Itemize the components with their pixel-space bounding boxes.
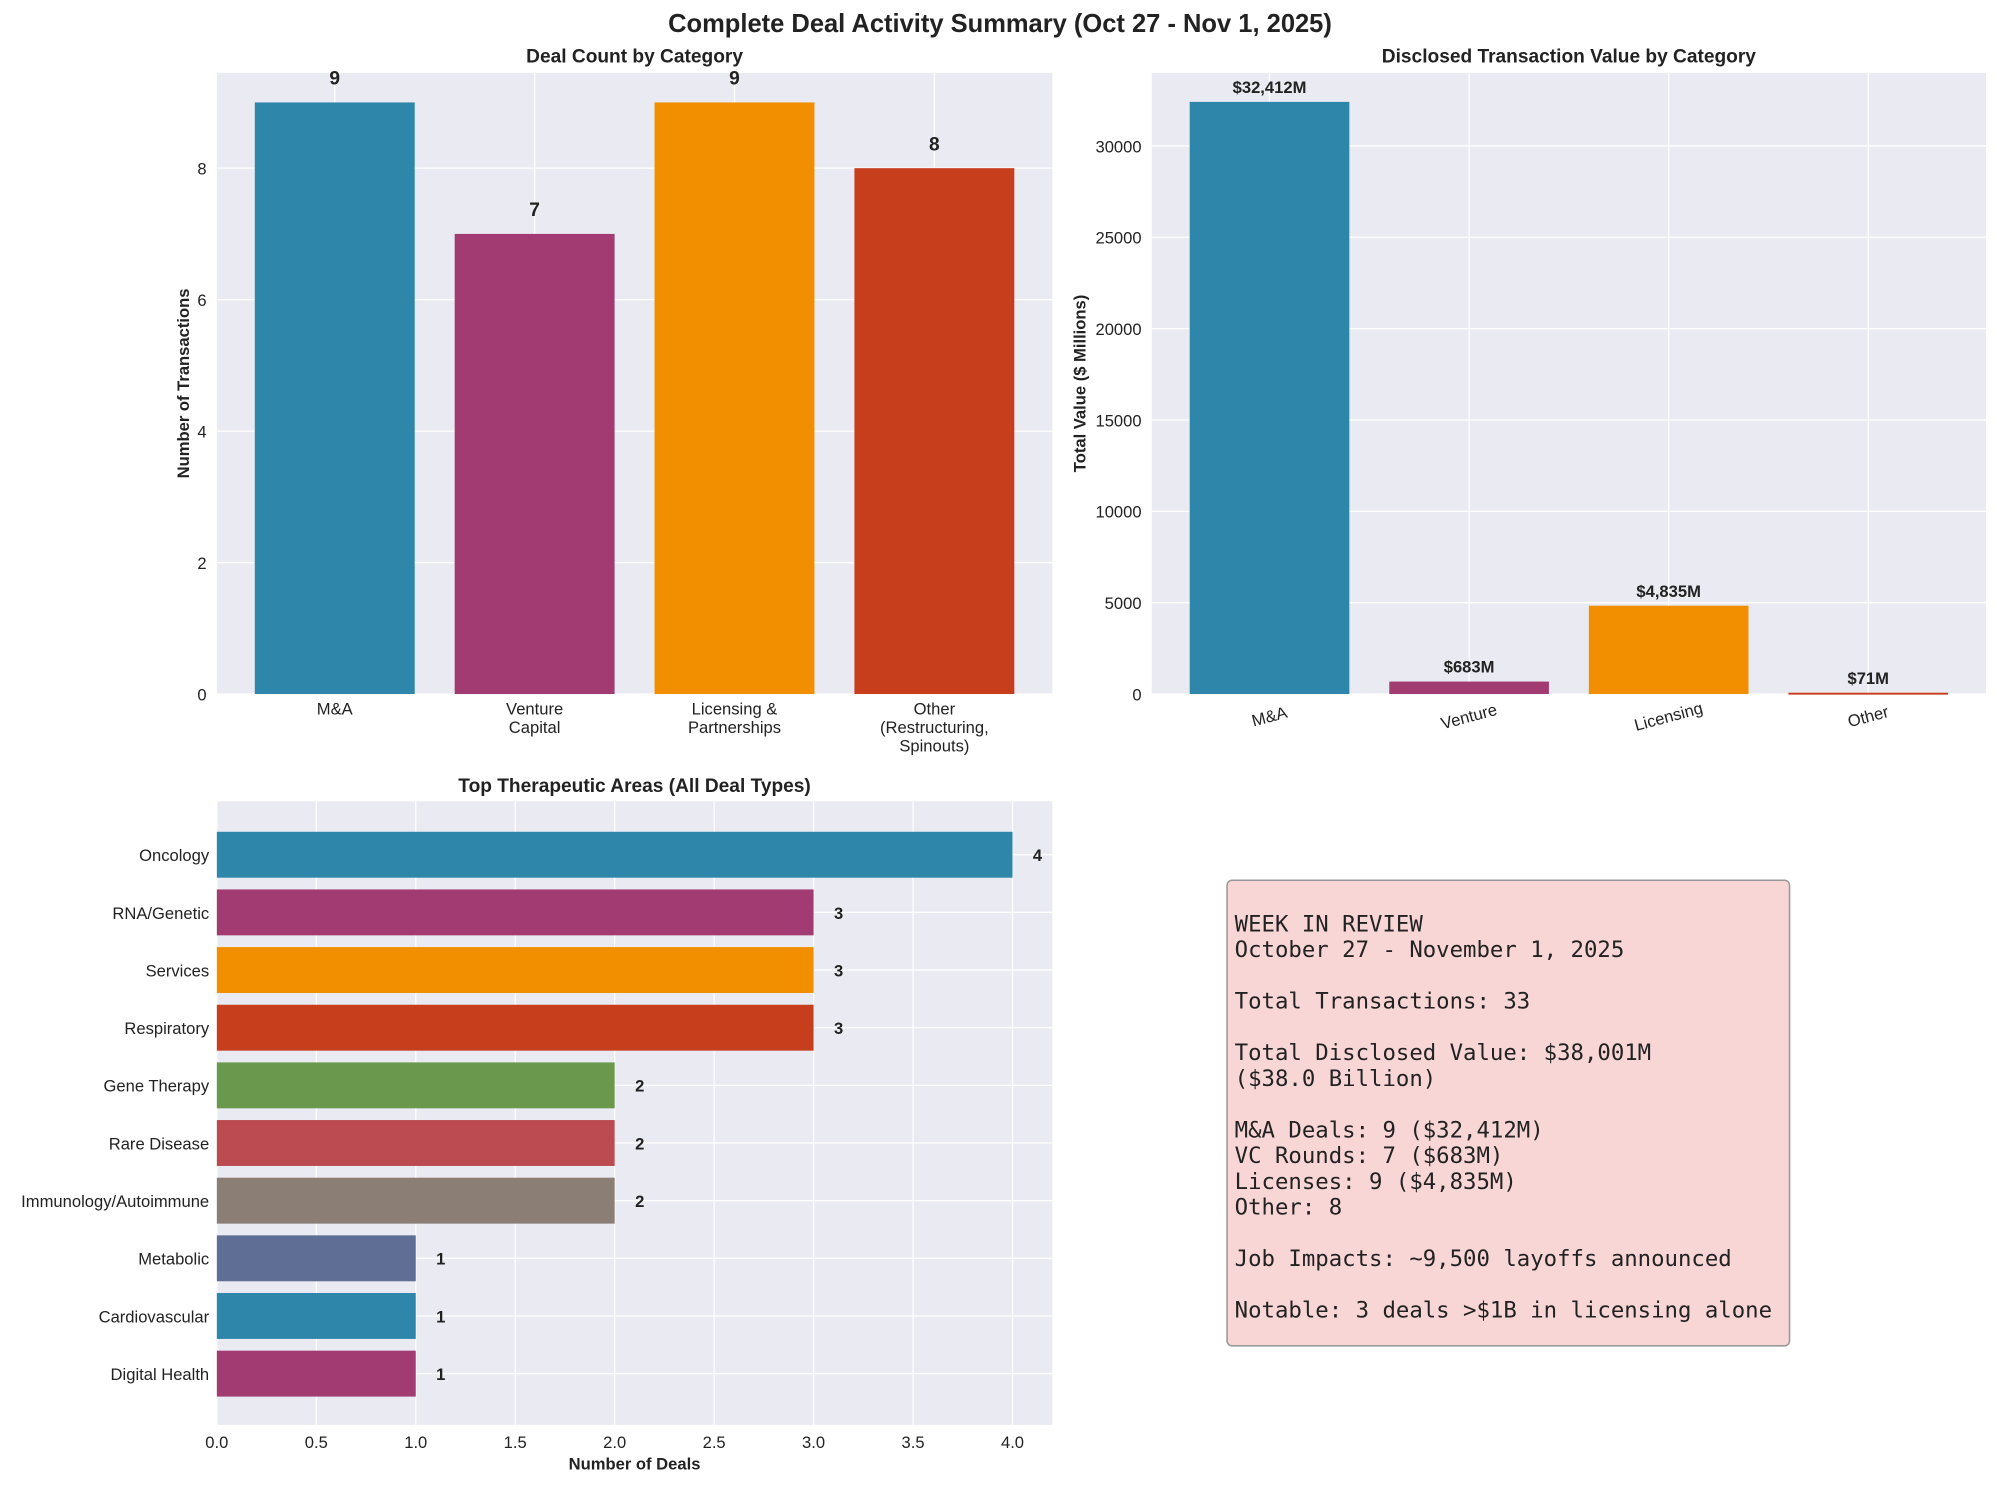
- summary-line: October 27 - November 1, 2025: [1235, 937, 1625, 963]
- x-tick-label: 3.0: [802, 1433, 825, 1452]
- bar: [1189, 101, 1350, 695]
- y-axis-label: Number of Transactions: [174, 289, 193, 479]
- x-tick-label: 2.0: [603, 1433, 626, 1452]
- y-tick-label: Oncology: [139, 846, 210, 865]
- bar: [216, 947, 814, 994]
- bar: [454, 233, 615, 695]
- data-label: 7: [529, 200, 540, 221]
- y-tick-label: 4: [197, 422, 206, 441]
- therapeutic-areas-chart: 0.0 0.5 1.0 1.5 2.0 2.5 3.0 3.5 4.0 4 Oncology 3 RNA…: [21, 776, 1053, 1474]
- bar: [216, 1120, 615, 1166]
- y-tick-label: Respiratory: [124, 1019, 209, 1038]
- data-label: $71M: [1847, 669, 1888, 688]
- data-label: 1: [436, 1307, 445, 1326]
- data-label: 2: [635, 1192, 644, 1211]
- data-label: 3: [834, 961, 843, 980]
- summary-line: M&A Deals: 9 ($32,412M): [1235, 1117, 1544, 1143]
- y-tick-label: 0: [1132, 685, 1141, 704]
- x-tick-label: Partnerships: [688, 718, 781, 737]
- summary-line: Job Impacts: ~9,500 layoffs announced: [1235, 1246, 1732, 1272]
- x-tick-label: 0.0: [205, 1433, 228, 1452]
- y-tick-label: 5000: [1105, 594, 1142, 613]
- bar: [654, 102, 815, 695]
- data-label: 3: [834, 1019, 843, 1038]
- bar: [854, 168, 1015, 695]
- x-tick-label: Licensing &: [692, 699, 778, 718]
- data-label: 2: [635, 1077, 644, 1096]
- bar: [216, 1235, 416, 1282]
- summary-line: Other: 8: [1235, 1195, 1342, 1221]
- summary-line: Licenses: 9 ($4,835M): [1235, 1169, 1517, 1195]
- bar: [1389, 681, 1549, 695]
- summary-line: Total Transactions: 33: [1235, 989, 1531, 1015]
- data-label: 1: [436, 1365, 445, 1384]
- bar: [216, 1062, 615, 1109]
- chart-title: Top Therapeutic Areas (All Deal Types): [458, 776, 810, 797]
- y-tick-label: 8: [197, 160, 206, 179]
- summary-line: VC Rounds: 7 ($683M): [1235, 1143, 1504, 1169]
- bar: [1588, 605, 1749, 695]
- x-tick-label: 3.5: [902, 1433, 925, 1452]
- chart-title: Deal Count by Category: [526, 47, 743, 68]
- summary-line: Total Disclosed Value: $38,001M: [1235, 1040, 1651, 1066]
- summary-line: ($38.0 Billion): [1235, 1066, 1437, 1092]
- data-label: 1: [436, 1250, 445, 1269]
- summary-line: Notable: 3 deals >$1B in licensing alone: [1235, 1298, 1772, 1324]
- y-axis-label: Total Value ($ Millions): [1070, 295, 1089, 472]
- x-tick-label: Venture: [506, 699, 563, 718]
- x-tick-label: 1.0: [404, 1433, 427, 1452]
- data-label: $4,835M: [1636, 582, 1701, 601]
- data-label: 9: [729, 69, 740, 90]
- transaction-value-chart: 050001000015000200002500030000$32,412MM&…: [1070, 47, 1986, 735]
- x-tick-label: M&A: [317, 699, 354, 718]
- bar: [254, 102, 415, 695]
- y-tick-label: RNA/Genetic: [112, 904, 209, 923]
- y-tick-label: 2: [197, 554, 206, 573]
- data-label: 9: [329, 69, 340, 90]
- y-tick-label: Metabolic: [138, 1250, 209, 1269]
- x-tick-label: Spinouts): [899, 736, 969, 755]
- x-tick-label: 0.5: [305, 1433, 328, 1452]
- bar: [216, 1177, 615, 1224]
- bar: [216, 1004, 814, 1051]
- y-tick-label: 10000: [1095, 503, 1141, 522]
- y-tick-label: Gene Therapy: [103, 1077, 209, 1096]
- x-tick-label: 4.0: [1001, 1433, 1024, 1452]
- data-label: $683M: [1444, 658, 1495, 677]
- chart-title: Disclosed Transaction Value by Category: [1382, 47, 1756, 68]
- x-tick-label: Other: [914, 699, 956, 718]
- y-tick-label: Cardiovascular: [99, 1307, 210, 1326]
- data-label: 4: [1033, 846, 1043, 865]
- bar: [216, 889, 814, 936]
- summary-line: WEEK IN REVIEW: [1235, 911, 1424, 937]
- y-tick-label: Immunology/Autoimmune: [21, 1192, 209, 1211]
- bar: [216, 831, 1013, 878]
- data-label: 2: [635, 1134, 644, 1153]
- y-tick-label: 15000: [1095, 411, 1141, 430]
- y-tick-label: 0: [197, 685, 206, 704]
- y-tick-label: 25000: [1095, 229, 1141, 248]
- y-tick-label: 20000: [1095, 320, 1141, 339]
- x-tick-label: Capital: [509, 718, 561, 737]
- x-tick-label: 2.5: [703, 1433, 726, 1452]
- x-axis-label: Number of Deals: [569, 1455, 701, 1474]
- bar: [216, 1350, 416, 1397]
- x-tick-label: 1.5: [504, 1433, 527, 1452]
- x-tick-label: (Restructuring,: [880, 718, 989, 737]
- y-tick-label: Services: [146, 961, 210, 980]
- y-tick-label: Rare Disease: [109, 1134, 209, 1153]
- y-tick-label: Digital Health: [111, 1365, 210, 1384]
- data-label: $32,412M: [1233, 78, 1307, 97]
- bar: [1788, 692, 1949, 695]
- data-label: 3: [834, 904, 843, 923]
- bar: [216, 1293, 416, 1339]
- y-tick-label: 6: [197, 291, 206, 310]
- data-label: 8: [929, 134, 940, 155]
- textbox-frame: [1226, 879, 1791, 1347]
- figure-title: Complete Deal Activity Summary (Oct 27 -…: [668, 10, 1332, 38]
- y-tick-label: 30000: [1095, 137, 1141, 156]
